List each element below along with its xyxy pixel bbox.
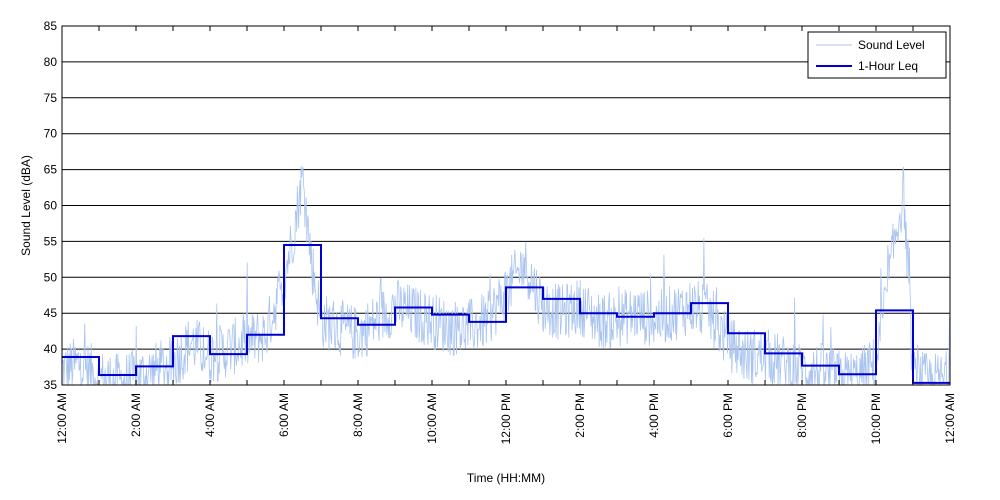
x-tick-label: 12:00 AM — [55, 393, 69, 444]
leq-step-line — [62, 243, 950, 384]
y-tick-label: 45 — [44, 306, 58, 320]
leq-series — [62, 243, 950, 384]
x-tick-label: 8:00 AM — [351, 393, 365, 437]
y-tick-label: 35 — [44, 378, 58, 392]
x-tick-label: 2:00 AM — [129, 393, 143, 437]
legend: Sound Level 1-Hour Leq — [807, 31, 947, 79]
legend-label-sound-level: Sound Level — [858, 38, 925, 52]
y-tick-label: 65 — [44, 163, 58, 177]
x-tick-label: 2:00 PM — [573, 393, 587, 438]
y-tick-label: 40 — [44, 342, 58, 356]
x-tick-label: 4:00 AM — [203, 393, 217, 437]
y-axis-label: Sound Level (dBA) — [19, 155, 33, 256]
y-tick-label: 80 — [44, 55, 58, 69]
legend-box — [807, 31, 947, 79]
x-tick-label: 4:00 PM — [647, 393, 661, 438]
x-tick-label: 10:00 PM — [869, 393, 883, 444]
y-tick-label: 55 — [44, 234, 58, 248]
x-tick-label: 12:00 AM — [943, 393, 957, 444]
x-tick-label: 8:00 PM — [795, 393, 809, 438]
x-axis-ticks: 12:00 AM 2:00 AM 4:00 AM 6:00 AM 8:00 AM 10:0… — [55, 26, 957, 444]
y-tick-label: 70 — [44, 127, 58, 141]
y-tick-label: 60 — [44, 199, 58, 213]
legend-label-leq: 1-Hour Leq — [858, 59, 918, 73]
x-tick-label: 12:00 PM — [499, 393, 513, 444]
y-tick-label: 75 — [44, 91, 58, 105]
x-tick-label: 10:00 AM — [425, 393, 439, 444]
x-tick-label: 6:00 AM — [277, 393, 291, 437]
x-tick-label: 6:00 PM — [721, 393, 735, 438]
y-tick-label: 85 — [44, 19, 58, 33]
x-axis-label: Time (HH:MM) — [467, 471, 545, 485]
y-axis-ticks: 35 40 45 50 55 60 65 70 75 80 85 — [44, 19, 58, 392]
y-tick-label: 50 — [44, 270, 58, 284]
